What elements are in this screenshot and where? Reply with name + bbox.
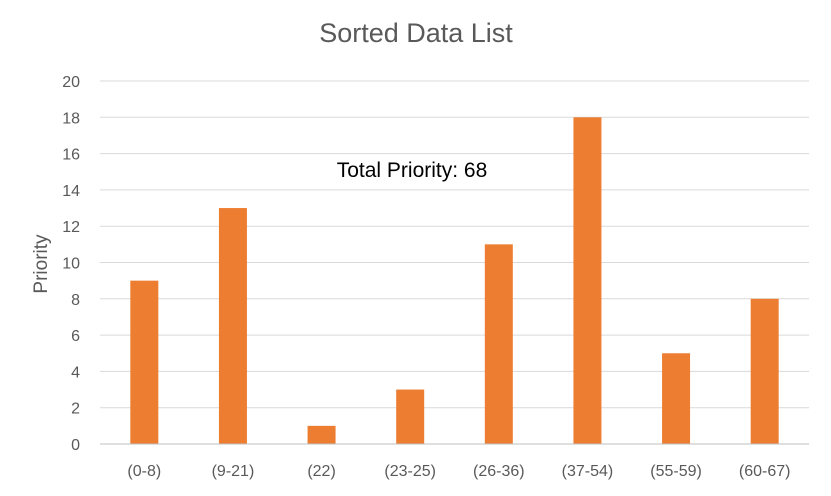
x-tick-label: (0-8) bbox=[127, 463, 161, 480]
x-tick-label: (37-54) bbox=[562, 463, 614, 480]
y-tick-label: 8 bbox=[71, 292, 80, 309]
y-tick-label: 2 bbox=[71, 401, 80, 418]
y-axis-ticks: 0 2 4 6 8 10 12 14 16 18 20 bbox=[62, 74, 80, 454]
bar bbox=[218, 208, 247, 444]
y-tick-label: 4 bbox=[71, 364, 80, 381]
x-axis-ticks: (0-8) (9-21) (22) (23-25) (26-36) (37-54) (55-… bbox=[127, 463, 790, 480]
bar bbox=[750, 298, 779, 444]
x-tick-label: (26-36) bbox=[473, 463, 525, 480]
y-tick-label: 18 bbox=[62, 110, 80, 127]
y-tick-label: 0 bbox=[71, 437, 80, 454]
y-tick-label: 20 bbox=[62, 74, 80, 91]
x-tick-label: (9-21) bbox=[212, 463, 255, 480]
bar bbox=[396, 389, 425, 444]
x-tick-label: (23-25) bbox=[384, 463, 436, 480]
chart-title: Sorted Data List bbox=[319, 18, 513, 48]
bar bbox=[484, 244, 513, 444]
y-axis-label: Priority bbox=[31, 234, 52, 294]
gridlines bbox=[100, 80, 809, 409]
x-tick-label: (60-67) bbox=[739, 463, 791, 480]
y-tick-label: 6 bbox=[71, 328, 80, 345]
y-tick-label: 10 bbox=[62, 256, 80, 273]
x-tick-label: (55-59) bbox=[650, 463, 702, 480]
bars bbox=[130, 117, 779, 445]
bar bbox=[662, 353, 691, 444]
bar bbox=[130, 280, 159, 444]
y-tick-label: 12 bbox=[62, 219, 80, 236]
y-tick-label: 16 bbox=[62, 147, 80, 164]
x-tick-label: (22) bbox=[307, 463, 335, 480]
y-tick-label: 14 bbox=[62, 183, 80, 200]
bar bbox=[573, 117, 602, 445]
bar bbox=[307, 425, 336, 444]
total-priority-annotation: Total Priority: 68 bbox=[337, 159, 488, 182]
